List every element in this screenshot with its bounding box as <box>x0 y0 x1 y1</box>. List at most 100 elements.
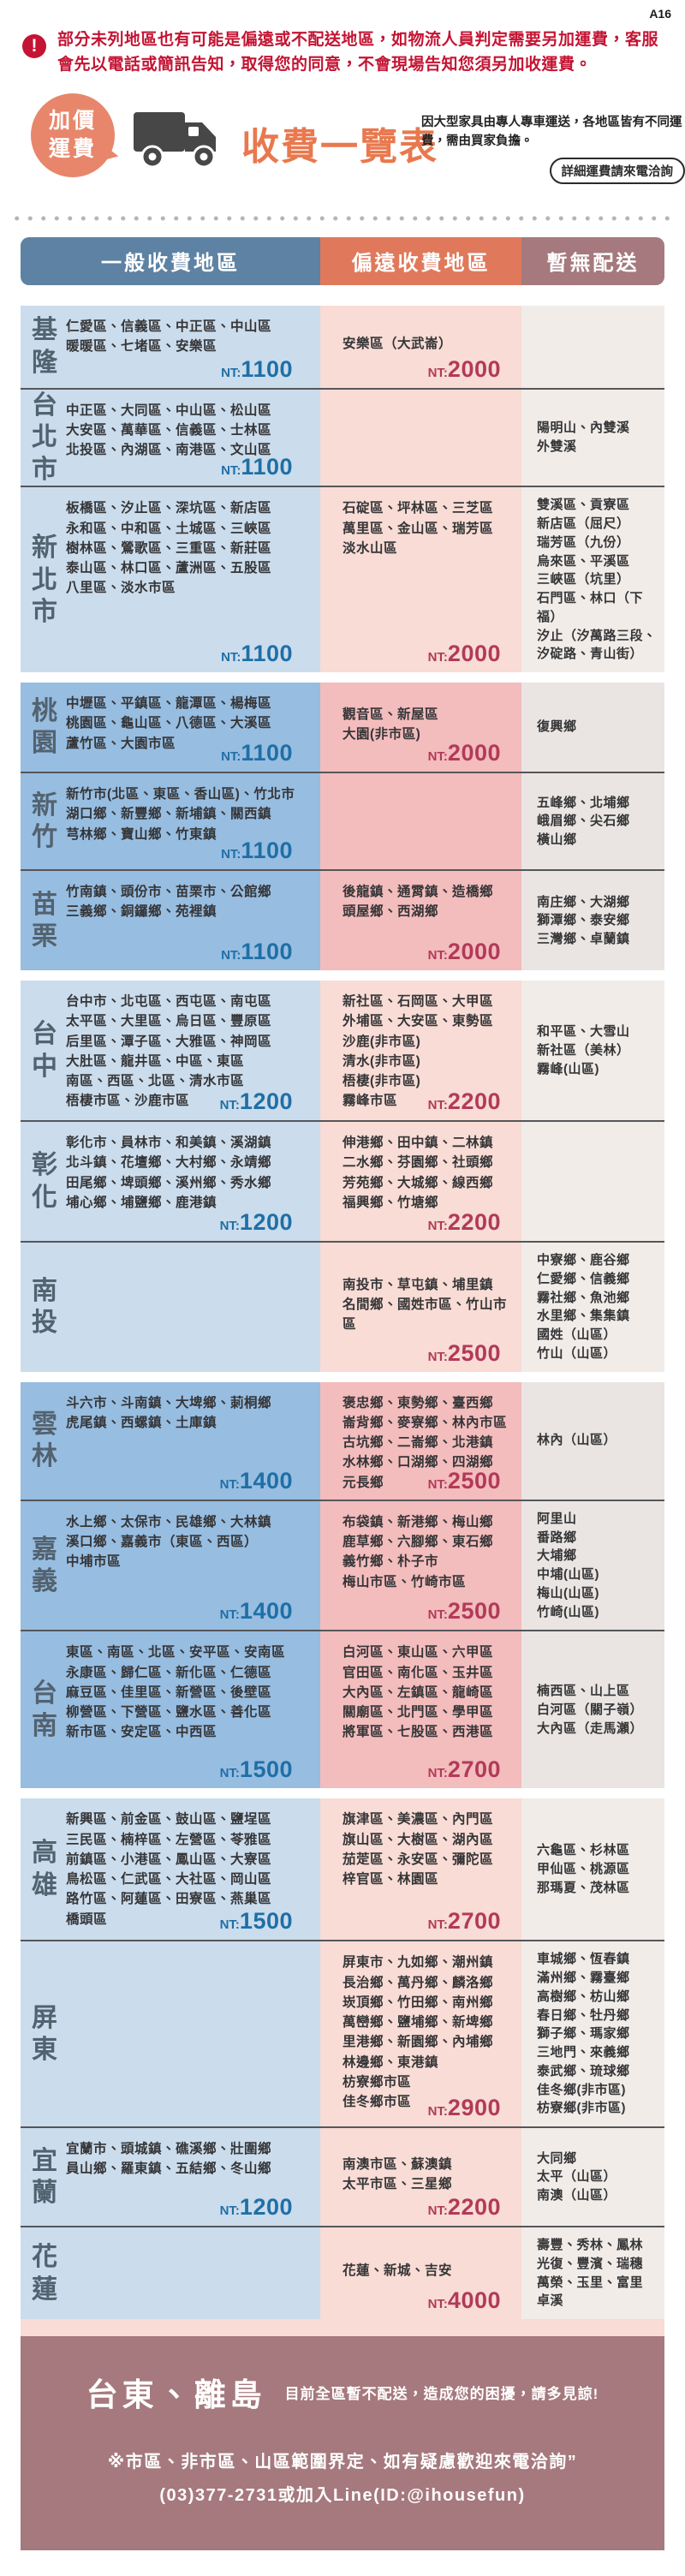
warning-banner: ! 部分未列地區也有可能是偏遠或不配送地區，如物流人員判定需要另加運費，客服會先… <box>22 27 663 78</box>
nt-prefix: NT: <box>428 366 448 380</box>
general-price: NT:1100 <box>221 939 293 965</box>
cell-no-delivery: 車城鄉、恆春鎮 滿州鄉、霧臺鄉 高樹鄉、枋山鄉 春日鄉、牡丹鄉 獅子鄉、瑪家鄉 … <box>521 1941 664 2126</box>
remote-price: NT:2200 <box>428 1088 501 1115</box>
page-code: A16 <box>0 0 685 21</box>
price-value: 1400 <box>240 1598 293 1624</box>
cell-remote <box>320 773 521 869</box>
nt-prefix: NT: <box>220 2203 240 2218</box>
price-value: 2700 <box>448 1908 501 1934</box>
header-banner: 加價 運費 收費一覽表 因大型家具由專人專車運送，各地區皆有不同運費，需由買家負… <box>21 92 664 196</box>
nt-prefix: NT: <box>221 847 241 862</box>
general-price: NT:1500 <box>220 1756 293 1783</box>
price-value: 2900 <box>448 2095 501 2120</box>
region-label: 苗栗 <box>32 889 61 953</box>
column-headers: 一般收費地區 偏遠收費地區 暫無配送 <box>21 237 664 285</box>
nt-prefix: NT: <box>220 1766 240 1780</box>
table-row-hsinchu: 新竹 新竹市(北區、東區、香山區)、竹北市 湖口鄉、新豐鄉、新埔鎮、關西鎮 芎林… <box>21 772 664 869</box>
cell-no-delivery: 阿里山 番路鄉 大埔鄉 中埔(山區) 梅山(山區) 竹崎(山區) <box>521 1501 664 1631</box>
price-value: 1100 <box>241 356 293 382</box>
cell-general: 南投 <box>21 1243 320 1372</box>
price-value: 1100 <box>241 641 293 666</box>
general-price: NT:1100 <box>221 454 293 480</box>
cell-general: 屏東 <box>21 1941 320 2126</box>
nt-prefix: NT: <box>428 749 448 764</box>
nt-prefix: NT: <box>220 1607 240 1622</box>
general-price: NT:1500 <box>220 1908 293 1935</box>
cell-no-delivery: 和平區、大雪山 新社區（美林） 霧峰(山區) <box>521 981 664 1120</box>
price-value: 4000 <box>448 2287 501 2313</box>
column-header-none: 暫無配送 <box>521 237 664 285</box>
remote-areas: 布袋鎮、新港鄉、梅山鄉 鹿草鄉、六腳鄉、東石鄉 義竹鄉、朴子市 梅山市區、竹崎市… <box>342 1512 515 1592</box>
cell-general: 台南 東區、南區、北區、安平區、安南區 永康區、歸仁區、新化區、仁德區 麻豆區、… <box>21 1631 320 1788</box>
nt-prefix: NT: <box>221 749 241 764</box>
nt-prefix: NT: <box>428 1607 448 1622</box>
column-header-remote: 偏遠收費地區 <box>320 237 521 285</box>
remote-price: NT:2500 <box>428 1598 501 1625</box>
general-price: NT:1400 <box>220 1598 293 1625</box>
table-row-nantou: 南投 南投市、草屯鎮、埔里鎮 名間鄉、國姓市區、竹山市區 NT:2500 中寮鄉… <box>21 1241 664 1372</box>
cell-general: 嘉義 水上鄉、太保市、民雄鄉、大林鎮 溪口鄉、嘉義市（東區、西區） 中埔市區 N… <box>21 1501 320 1631</box>
cell-general: 宜蘭 宜蘭市、頭城鎮、礁溪鄉、壯圍鄉 員山鄉、羅東鎮、五結鄉、冬山鄉 NT:12… <box>21 2128 320 2226</box>
cell-general: 新北市 板橋區、汐止區、深坑區、新店區 永和區、中和區、土城區、三峽區 樹林區、… <box>21 487 320 672</box>
no-delivery-areas: 大同鄉 太平（山區） 南澳（山區） <box>537 2150 616 2205</box>
region-label: 南投 <box>32 1275 61 1339</box>
general-price: NT:1100 <box>221 740 293 766</box>
table-row-taoyuan: 桃園 中壢區、平鎮區、龍潭區、楊梅區 桃園區、龜山區、八德區、大溪區 蘆竹區、大… <box>21 683 664 772</box>
price-value: 2200 <box>448 1209 501 1235</box>
remote-price: NT:2700 <box>428 1908 501 1935</box>
price-value: 2000 <box>448 356 501 382</box>
cell-general: 高雄 新興區、前金區、鼓山區、鹽埕區 三民區、楠梓區、左營區、苓雅區 前鎮區、小… <box>21 1798 320 1940</box>
remote-areas: 屏東市、九如鄉、潮州鎮 長治鄉、萬丹鄉、麟洛鄉 崁頂鄉、竹田鄉、南州鄉 萬巒鄉、… <box>342 1953 515 2112</box>
cell-no-delivery: 中寮鄉、鹿谷鄉 仁愛鄉、信義鄉 霧社鄉、魚池鄉 水里鄉、集集鎮 國姓（山區） 竹… <box>521 1243 664 1372</box>
remote-price: NT:2500 <box>428 1340 501 1367</box>
footer-banner: 台東、離島 目前全區暫不配送，造成您的困擾，請多見諒! ※市區、非市區、山區範圍… <box>21 2336 664 2550</box>
cell-no-delivery: 壽豐、秀林、鳳林 光復、豐濱、瑞穗 萬榮、玉里、富里 卓溪 <box>521 2227 664 2319</box>
remote-price: NT:2500 <box>428 1468 501 1494</box>
cell-general: 花蓮 <box>21 2227 320 2319</box>
remote-price: NT:2000 <box>428 939 501 965</box>
footer-line1: ※市區、非市區、山區範圍界定、如有疑慮歡迎來電洽詢” <box>43 2446 642 2479</box>
price-value: 2000 <box>448 939 501 964</box>
price-value: 1100 <box>241 740 293 766</box>
cell-general: 新竹 新竹市(北區、東區、香山區)、竹北市 湖口鄉、新豐鄉、新埔鎮、關西鎮 芎林… <box>21 773 320 869</box>
region-label: 新竹 <box>32 790 61 854</box>
table-block: 台中 台中市、北屯區、西屯區、南屯區 太平區、大里區、烏日區、豐原區 后里區、潭… <box>21 981 664 1372</box>
remote-areas: 石碇區、坪林區、三芝區 萬里區、金山區、瑞芳區 淡水山區 <box>342 498 515 558</box>
price-value: 2500 <box>448 1598 501 1624</box>
cell-general: 桃園 中壢區、平鎮區、龍潭區、楊梅區 桃園區、龜山區、八德區、大溪區 蘆竹區、大… <box>21 683 320 772</box>
pink-strip <box>21 2319 664 2336</box>
region-label: 高雄 <box>32 1837 61 1901</box>
price-value: 2700 <box>448 1756 501 1782</box>
price-value: 1200 <box>240 1088 293 1114</box>
table-row-pingtung: 屏東 屏東市、九如鄉、潮州鎮 長治鄉、萬丹鄉、麟洛鄉 崁頂鄉、竹田鄉、南州鄉 萬… <box>21 1940 664 2126</box>
no-delivery-areas: 南庄鄉、大湖鄉 獅潭鄉、泰安鄉 三灣鄉、卓蘭鎮 <box>537 893 630 949</box>
region-label: 嘉義 <box>32 1534 61 1598</box>
cell-no-delivery: 南庄鄉、大湖鄉 獅潭鄉、泰安鄉 三灣鄉、卓蘭鎮 <box>521 871 664 970</box>
general-price: NT:1100 <box>221 838 293 864</box>
dotted-divider <box>10 215 675 222</box>
bubble-line2: 運費 <box>49 135 97 164</box>
nt-prefix: NT: <box>428 650 448 665</box>
remote-price: NT:2000 <box>428 740 501 766</box>
remote-price: NT:2000 <box>428 641 501 667</box>
general-price: NT:1200 <box>220 1088 293 1115</box>
footer-note: 目前全區暫不配送，造成您的困擾，請多見諒! <box>285 2382 599 2403</box>
cell-general: 台北市 中正區、大同區、中山區、松山區 大安區、萬華區、信義區、士林區 北投區、… <box>21 390 320 486</box>
nt-prefix: NT: <box>220 1917 240 1932</box>
cell-general: 台中 台中市、北屯區、西屯區、南屯區 太平區、大里區、烏日區、豐原區 后里區、潭… <box>21 981 320 1120</box>
price-value: 2200 <box>448 1088 501 1114</box>
remote-areas: 花蓮、新城、吉安 <box>342 2261 452 2281</box>
surcharge-bubble: 加價 運費 <box>31 93 115 177</box>
table-row-kaohsiung: 高雄 新興區、前金區、鼓山區、鹽埕區 三民區、楠梓區、左營區、苓雅區 前鎮區、小… <box>21 1798 664 1940</box>
remote-price: NT:2000 <box>428 356 501 383</box>
cell-remote: 屏東市、九如鄉、潮州鎮 長治鄉、萬丹鄉、麟洛鄉 崁頂鄉、竹田鄉、南州鄉 萬巒鄉、… <box>320 1941 521 2126</box>
cell-no-delivery <box>521 1122 664 1241</box>
table-block: 桃園 中壢區、平鎮區、龍潭區、楊梅區 桃園區、龜山區、八德區、大溪區 蘆竹區、大… <box>21 683 664 970</box>
price-value: 2000 <box>448 641 501 666</box>
no-delivery-areas: 壽豐、秀林、鳳林 光復、豐濱、瑞穗 萬榮、玉里、富里 卓溪 <box>537 2236 643 2311</box>
remote-areas: 白河區、東山區、六甲區 官田區、南化區、玉井區 大內區、左鎮區、龍崎區 關廟區、… <box>342 1643 515 1742</box>
price-value: 1100 <box>241 939 293 964</box>
cell-remote: 白河區、東山區、六甲區 官田區、南化區、玉井區 大內區、左鎮區、龍崎區 關廟區、… <box>320 1631 521 1788</box>
nt-prefix: NT: <box>220 1477 240 1492</box>
price-value: 2500 <box>448 1468 501 1494</box>
